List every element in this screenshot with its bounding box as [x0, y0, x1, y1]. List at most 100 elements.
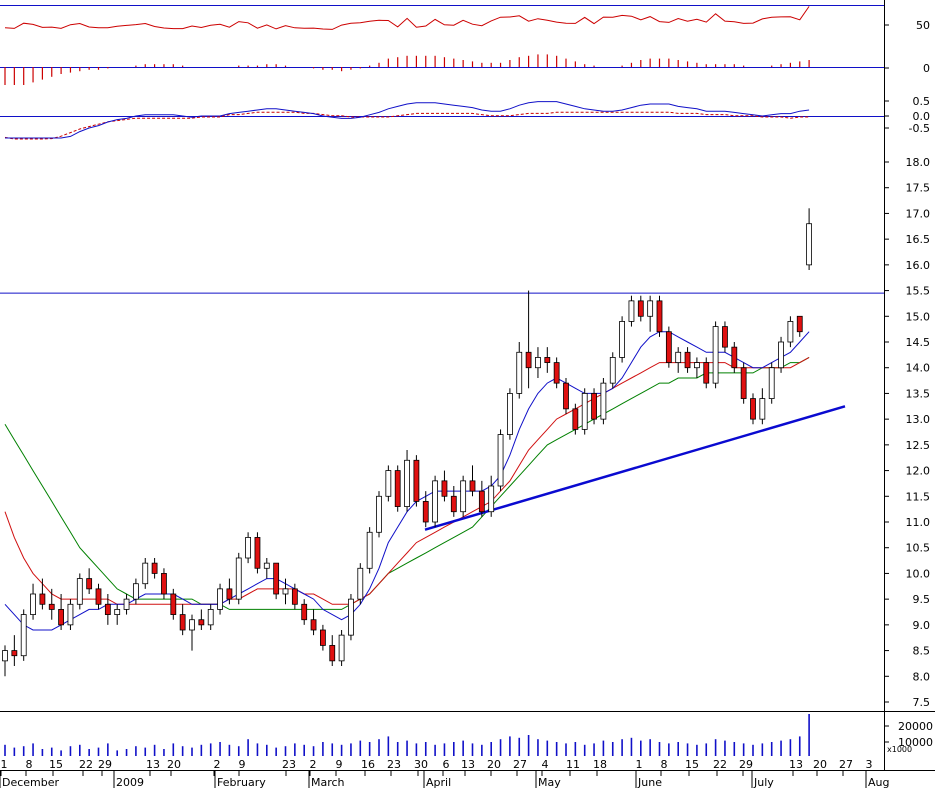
candle: [86, 568, 93, 594]
candle-body: [198, 619, 205, 626]
price-tick-label: 12.5: [906, 439, 931, 452]
candle-body: [357, 567, 364, 600]
candle: [506, 388, 513, 440]
ma-mid-line: [4, 356, 810, 605]
candle-body: [647, 300, 654, 317]
x-tick-label: 27: [513, 758, 527, 771]
candle-body: [123, 598, 130, 610]
x-tick-label: 2: [310, 758, 317, 771]
candle-body: [778, 341, 784, 369]
candle: [2, 645, 8, 677]
candle-body: [750, 398, 756, 420]
candle-body: [226, 588, 233, 600]
candle: [198, 609, 205, 630]
candle: [731, 342, 738, 373]
candle-body: [179, 614, 186, 631]
price-tick-label: 15.5: [906, 285, 931, 298]
candle-body: [553, 362, 560, 384]
candle-body: [263, 562, 270, 569]
candle: [768, 362, 775, 404]
candle-body: [488, 485, 495, 513]
candle-body: [282, 588, 289, 595]
price-tick-label: 14.0: [906, 362, 931, 375]
candle: [357, 563, 364, 605]
candle-body: [58, 609, 64, 626]
candle-body: [796, 315, 803, 333]
candle: [329, 635, 336, 666]
candle-body: [422, 501, 429, 523]
x-tick-label: 30: [414, 758, 428, 771]
rsi-panel: [4, 6, 810, 30]
candle-body: [806, 223, 812, 266]
candle-body: [132, 583, 139, 600]
macd-line: [5, 101, 810, 139]
axes: 18.017.517.016.516.015.515.014.514.013.5…: [0, 19, 933, 788]
x-tick-label: 23: [387, 758, 401, 771]
candle: [544, 347, 551, 373]
x-tick-label: 22: [79, 758, 93, 771]
candle-body: [787, 321, 794, 343]
candle: [432, 475, 439, 528]
candle-body: [460, 480, 467, 513]
candle: [806, 208, 812, 270]
macd-tick-label: -0.5: [909, 122, 930, 135]
candle-body: [675, 351, 682, 363]
candle-body: [469, 480, 476, 492]
candle: [95, 583, 102, 610]
x-tick-label: 29: [739, 758, 753, 771]
candle: [142, 558, 149, 589]
x-tick-label: 11: [566, 758, 580, 771]
price-tick-label: 16.5: [906, 233, 931, 246]
month-label: May: [538, 776, 561, 788]
price-tick-label: 11.0: [906, 516, 931, 529]
candle: [58, 594, 64, 630]
x-tick-label: 9: [336, 758, 343, 771]
candle: [722, 321, 728, 353]
price-tick-label: 17.0: [906, 207, 931, 220]
candle: [796, 315, 803, 337]
candle-body: [609, 357, 616, 384]
candle-body: [114, 609, 121, 615]
candle: [179, 604, 186, 636]
candle-body: [619, 321, 625, 358]
candle-body: [348, 598, 354, 636]
x-tick-label: 13: [146, 758, 160, 771]
month-label: 2009: [116, 776, 144, 788]
candle-body: [591, 393, 597, 420]
candle-body: [385, 470, 392, 497]
candle: [263, 558, 270, 579]
candle-body: [161, 573, 167, 595]
x-tick-label: 15: [685, 758, 699, 771]
price-tick-label: 13.0: [906, 413, 931, 426]
x-tick-label: 22: [713, 758, 727, 771]
candle: [207, 604, 214, 630]
candle-body: [684, 351, 691, 369]
candle-body: [310, 619, 317, 631]
x-tick-label: 15: [49, 758, 63, 771]
candle: [189, 614, 195, 651]
x-tick-label: 20: [487, 758, 501, 771]
candle-body: [637, 300, 644, 317]
x-tick-label: 9: [239, 758, 246, 771]
volume-unit-label: x1000: [887, 745, 912, 754]
candle-body: [506, 393, 513, 435]
price-tick-label: 17.5: [906, 182, 931, 195]
month-label: December: [2, 776, 60, 788]
candle-body: [759, 398, 766, 420]
candle: [413, 455, 420, 507]
candle: [20, 609, 27, 661]
candle: [291, 583, 298, 610]
candle: [319, 624, 326, 651]
price-tick-label: 15.0: [906, 310, 931, 323]
macd-panel: [4, 54, 810, 140]
price-panel: [0, 208, 884, 677]
price-tick-label: 10.0: [906, 567, 931, 580]
month-label: July: [753, 776, 774, 788]
candle-body: [273, 562, 280, 595]
price-tick-label: 7.5: [913, 696, 931, 709]
month-label: June: [637, 776, 662, 788]
price-tick-label: 8.0: [913, 670, 931, 683]
candle-body: [432, 480, 439, 523]
candle-body: [39, 593, 46, 605]
